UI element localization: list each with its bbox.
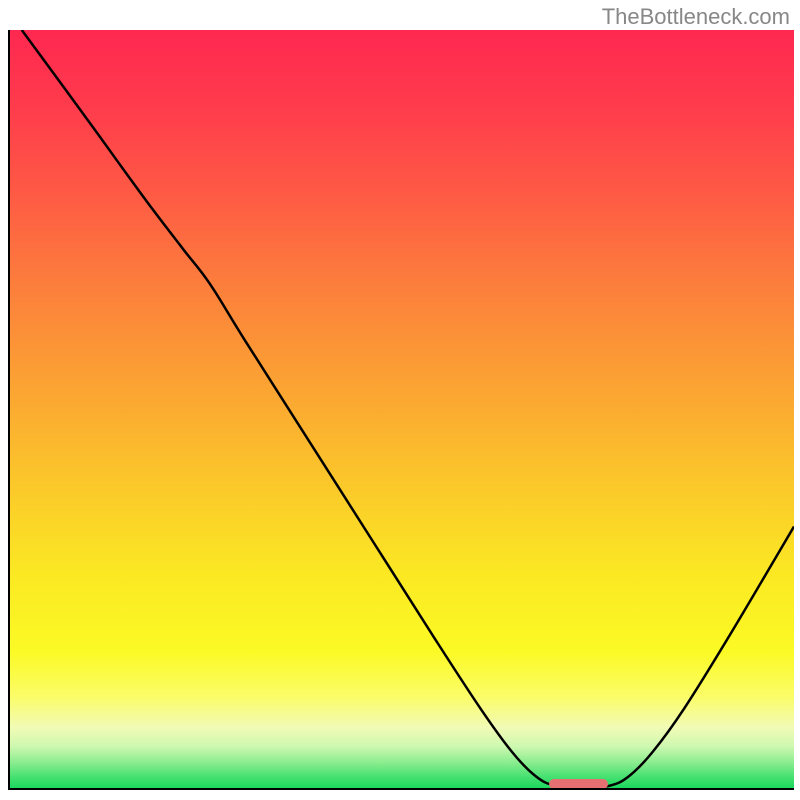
watermark-text: TheBottleneck.com [602, 4, 790, 30]
chart-plot-area [8, 30, 794, 790]
bottleneck-marker [549, 779, 608, 789]
gradient-background [10, 30, 794, 788]
bottleneck-chart [10, 30, 794, 788]
